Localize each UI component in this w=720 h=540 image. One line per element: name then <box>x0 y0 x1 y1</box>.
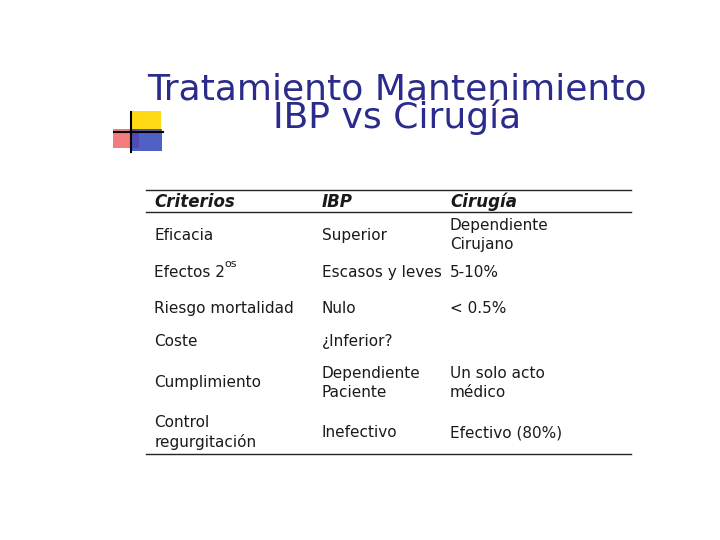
Text: Escasos y leves: Escasos y leves <box>322 265 441 280</box>
Text: Efectos 2: Efectos 2 <box>154 265 225 280</box>
Text: Eficacia: Eficacia <box>154 228 213 243</box>
Text: Nulo: Nulo <box>322 301 356 315</box>
Text: os: os <box>224 259 236 268</box>
Text: Coste: Coste <box>154 334 198 349</box>
Text: Criterios: Criterios <box>154 193 235 211</box>
Text: Un solo acto
médico: Un solo acto médico <box>450 366 545 400</box>
Text: ¿Inferior?: ¿Inferior? <box>322 334 393 349</box>
Text: Riesgo mortalidad: Riesgo mortalidad <box>154 301 294 315</box>
Text: < 0.5%: < 0.5% <box>450 301 506 315</box>
Text: Tratamiento Mantenimiento: Tratamiento Mantenimiento <box>147 73 647 107</box>
Text: Efectivo (80%): Efectivo (80%) <box>450 426 562 440</box>
Text: IBP: IBP <box>322 193 353 211</box>
FancyBboxPatch shape <box>130 111 161 131</box>
Text: Dependiente
Paciente: Dependiente Paciente <box>322 366 420 400</box>
Text: Superior: Superior <box>322 228 387 243</box>
FancyBboxPatch shape <box>130 129 163 151</box>
Text: Control
regurgitación: Control regurgitación <box>154 415 256 450</box>
Text: Dependiente
Cirujano: Dependiente Cirujano <box>450 219 549 252</box>
Text: IBP vs Cirugía: IBP vs Cirugía <box>273 100 521 136</box>
Text: Cumplimiento: Cumplimiento <box>154 375 261 390</box>
Text: Cirugía: Cirugía <box>450 193 517 211</box>
Text: Inefectivo: Inefectivo <box>322 426 397 440</box>
Text: 5-10%: 5-10% <box>450 265 499 280</box>
FancyBboxPatch shape <box>113 129 140 149</box>
